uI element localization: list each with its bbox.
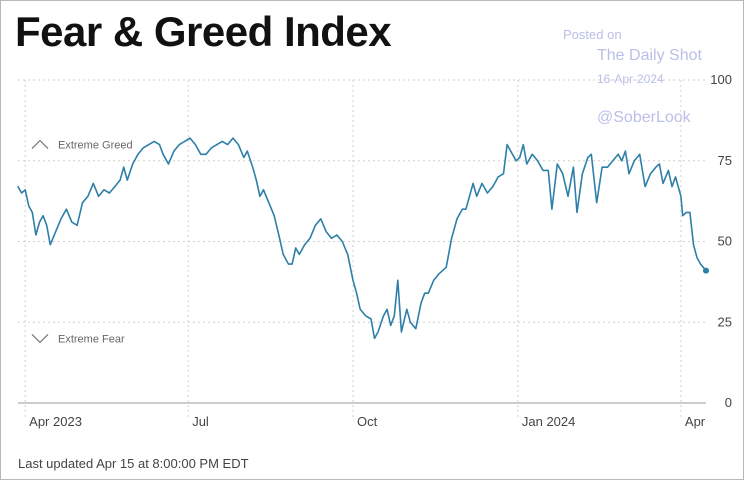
- chevron-up-icon: [31, 139, 49, 150]
- y-tick-label: 50: [718, 234, 732, 249]
- chevron-down-icon: [31, 333, 49, 344]
- watermark-source: The Daily Shot: [597, 47, 702, 64]
- x-tick-label: Apr: [685, 414, 706, 429]
- annotation-layer: Extreme Greed Extreme Fear: [31, 139, 133, 345]
- watermark-handle: @SoberLook: [597, 109, 691, 126]
- last-updated-label: Last updated Apr 15 at 8:00:00 PM EDT: [18, 456, 249, 471]
- latest-value-dot: [703, 267, 709, 274]
- grid-layer: [18, 79, 706, 420]
- y-tick-label: 0: [725, 395, 732, 410]
- y-tick-label: 75: [718, 153, 732, 168]
- extreme-fear-label: Extreme Fear: [58, 333, 125, 345]
- watermark-posted: Posted on: [563, 27, 622, 42]
- chart-title: Fear & Greed Index: [15, 8, 392, 55]
- tick-layer: 0 25 50 75 100 Apr 2023 Jul Oct Jan 2024 Apr: [29, 72, 732, 429]
- extreme-greed-label: Extreme Greed: [58, 140, 133, 152]
- series-layer: [17, 137, 709, 340]
- x-tick-label: Oct: [357, 414, 378, 429]
- x-tick-label: Apr 2023: [29, 414, 82, 429]
- x-tick-label: Jan 2024: [522, 414, 576, 429]
- x-tick-label: Jul: [192, 414, 209, 429]
- fear-greed-series-line: [17, 137, 707, 340]
- y-tick-label: 25: [718, 314, 732, 329]
- y-tick-label: 100: [710, 72, 732, 87]
- watermark-date: 16-Apr-2024: [597, 72, 664, 86]
